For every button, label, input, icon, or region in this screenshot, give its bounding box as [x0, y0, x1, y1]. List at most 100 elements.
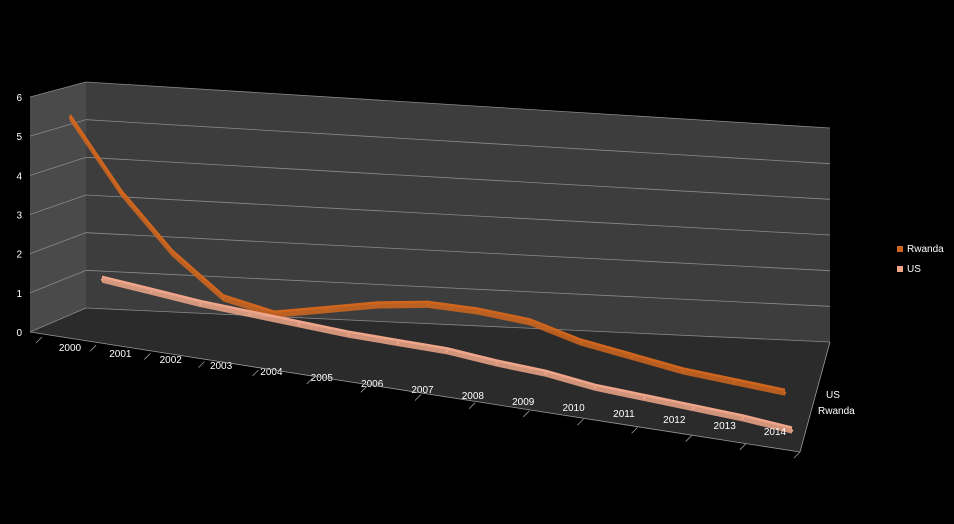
- data-point: [347, 333, 350, 336]
- data-point: [396, 341, 399, 345]
- data-point: [375, 304, 378, 307]
- x-tick-label: 2013: [714, 421, 737, 432]
- data-point: [150, 290, 153, 294]
- data-point: [544, 372, 547, 375]
- legend-label: Rwanda: [907, 244, 944, 255]
- x-tick-label: 2005: [311, 373, 334, 384]
- data-point: [100, 278, 104, 281]
- x-tick-mark: [414, 394, 422, 401]
- legend-swatch: [897, 266, 903, 272]
- y-tick-label: 5: [16, 132, 22, 143]
- gridline: [29, 119, 87, 137]
- depth-tick-label: Rwanda: [818, 406, 855, 417]
- depth-axis-line: [799, 341, 831, 453]
- floor: [30, 308, 830, 452]
- y-tick-label: 6: [16, 93, 22, 104]
- x-tick-label: 2007: [411, 385, 434, 396]
- y-tick-label: 0: [16, 328, 22, 339]
- gridline: [29, 156, 87, 176]
- data-point: [199, 302, 202, 306]
- x-tick-mark: [577, 418, 584, 426]
- x-tick-mark: [252, 369, 259, 377]
- gridlines: [29, 81, 831, 343]
- gridline: [29, 269, 87, 294]
- series-ribbon-us: [102, 276, 792, 434]
- data-point: [579, 341, 582, 344]
- x-tick-mark: [89, 344, 97, 352]
- gridline: [85, 269, 831, 307]
- x-tick-mark: [35, 336, 43, 344]
- y-tick-label: 1: [16, 289, 22, 300]
- gridline: [85, 232, 831, 272]
- data-point: [445, 350, 449, 353]
- gridline: [85, 194, 831, 236]
- y-tick-label: 2: [16, 250, 22, 261]
- x-tick-mark: [685, 435, 692, 442]
- data-point: [170, 252, 174, 255]
- gridline: [29, 81, 87, 98]
- data-point: [528, 321, 531, 324]
- gridline: [29, 194, 87, 215]
- data-point: [222, 297, 225, 300]
- depth-tick-label: US: [826, 390, 840, 401]
- gridline: [85, 307, 831, 343]
- y-tick-label: 4: [16, 171, 22, 182]
- x-tick-mark: [739, 443, 747, 451]
- y-tick-label: 3: [16, 211, 22, 222]
- gridline: [29, 307, 87, 333]
- data-point: [426, 303, 429, 307]
- data-point: [630, 355, 633, 359]
- x-tick-label: 2006: [361, 379, 384, 390]
- series-line-us: [101, 275, 793, 429]
- x-tick-mark: [198, 361, 205, 368]
- data-point: [495, 362, 498, 365]
- data-point: [477, 310, 480, 313]
- x-tick-label: 2004: [260, 367, 283, 378]
- side-wall: [30, 82, 86, 332]
- x-tick-label: 2012: [663, 415, 686, 426]
- data-point: [783, 391, 787, 394]
- x-tick-mark: [144, 353, 151, 360]
- data-point: [692, 407, 695, 410]
- x-axis-ticks: 2000 2001 2002 2003 2004 2005 2006 2007 2008 2009…: [29, 331, 801, 459]
- x-tick-label: 2003: [210, 361, 233, 372]
- data-point: [68, 117, 72, 120]
- data-point: [741, 417, 744, 420]
- x-tick-mark: [360, 386, 368, 393]
- y-axis-ticks: 0 1 2 3 4 5 6: [16, 93, 22, 339]
- x-tick-label: 2010: [562, 403, 585, 414]
- data-point: [681, 370, 685, 373]
- data-point: [732, 380, 736, 384]
- x-tick-mark: [468, 402, 476, 409]
- data-point: [248, 313, 252, 316]
- gridline: [29, 232, 87, 255]
- x-tick-label: 2011: [613, 409, 635, 420]
- data-point: [593, 386, 597, 389]
- x-tick-mark: [631, 427, 638, 434]
- x-axis-line: [29, 331, 801, 453]
- x-tick-label: 2002: [160, 355, 183, 366]
- data-point: [119, 192, 123, 195]
- series-layer: [68, 114, 794, 434]
- x-tick-label: 2014: [764, 427, 787, 438]
- legend-swatch: [897, 246, 903, 252]
- legend: Rwanda US: [897, 244, 944, 275]
- gridline: [85, 81, 831, 129]
- depth-axis-ticks: US Rwanda: [799, 341, 855, 453]
- data-point: [642, 396, 646, 400]
- data-point: [790, 429, 794, 432]
- series-line-rwanda: [68, 114, 786, 392]
- data-point: [297, 323, 301, 326]
- gridline: [85, 156, 831, 200]
- legend-label: US: [907, 264, 921, 275]
- x-tick-mark: [306, 377, 313, 385]
- x-tick-label: 2008: [462, 391, 485, 402]
- x-tick-label: 2001: [109, 349, 132, 360]
- x-tick-mark: [523, 410, 530, 418]
- data-point: [324, 308, 327, 312]
- gridline: [85, 119, 831, 165]
- x-tick-label: 2009: [512, 397, 535, 408]
- x-tick-mark: [793, 451, 801, 459]
- x-tick-label: 2000: [59, 343, 82, 354]
